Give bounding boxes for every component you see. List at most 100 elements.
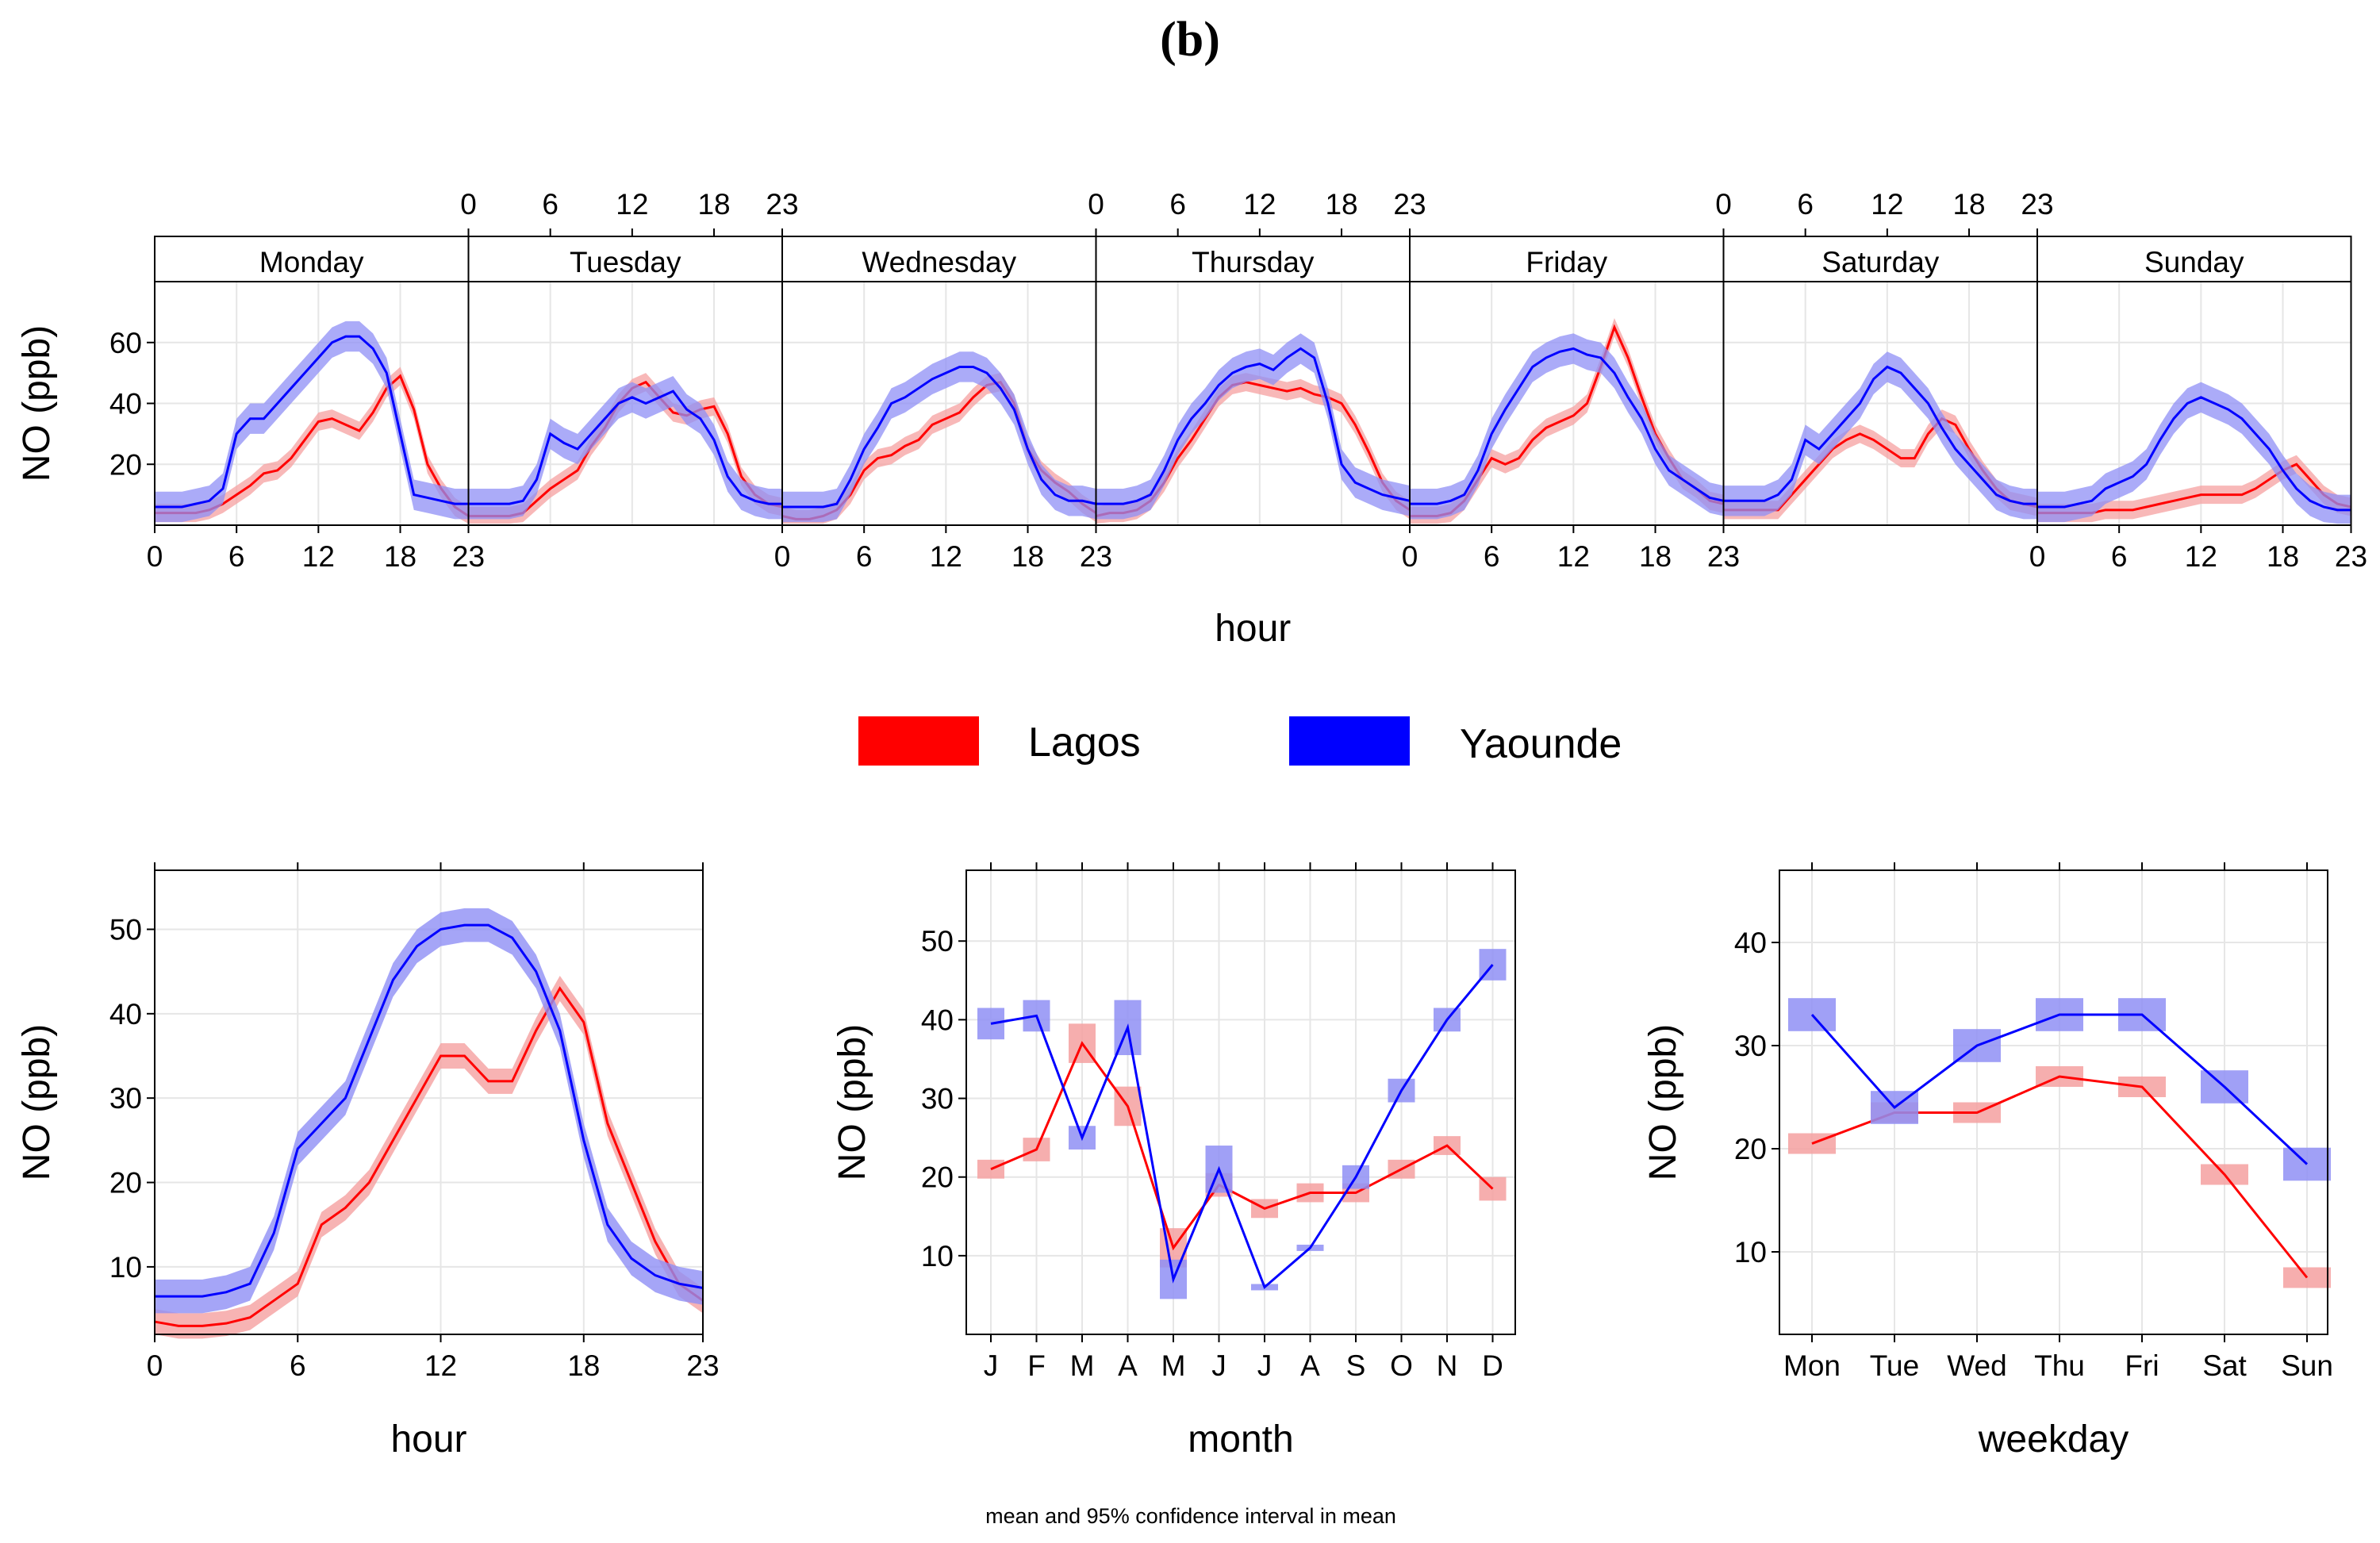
month-chart-xtick-label-a-7: A	[1300, 1349, 1320, 1382]
weekly-xtick-label: 18	[1325, 188, 1357, 221]
weekly-xtick-label: 0	[774, 540, 791, 573]
weekly-ytick-label: 20	[109, 448, 142, 481]
weekly-band-lagos-sunday	[2037, 455, 2351, 523]
weekly-xtick-label: 6	[1169, 188, 1186, 221]
weekly-xtick-label: 23	[452, 540, 485, 573]
weekly-strip	[2036, 236, 2352, 282]
weekday-chart-xtick-label-wed-2: Wed	[1947, 1349, 2006, 1382]
hour-ytick-label: 20	[109, 1167, 142, 1199]
figure-label: (b)	[1160, 13, 1220, 67]
month-chart-y-axis-label: NO (ppb)	[831, 1024, 873, 1180]
hour-ytick-label: 50	[109, 913, 142, 946]
weekly-ytick-label: 40	[109, 388, 142, 420]
weekly-line-yaounde-monday	[155, 335, 469, 509]
weekday-chart-xtick-label-sat-5: Sat	[2202, 1349, 2247, 1382]
month-chart-xtick-label-d-11: D	[1482, 1349, 1503, 1382]
weekly-band-yaounde-sunday	[2037, 382, 2351, 524]
month-chart-xtick-label-o-9: O	[1390, 1349, 1413, 1382]
month-chart-line-lagos	[990, 1041, 1494, 1251]
month-chart-xtick-label-m-2: M	[1070, 1349, 1095, 1382]
month-chart-xtick-label-j-6: J	[1257, 1349, 1273, 1382]
weekday-chart-xtick-label-tue-1: Tue	[1870, 1349, 1919, 1382]
weekly-xtick-label: 0	[460, 188, 477, 221]
weekday-chart: 10 20 30 40 Mon Tue Wed Thu Fri Sat Sun weekday NO (…	[1642, 862, 2333, 1460]
legend-swatch-yaounde	[1289, 716, 1410, 766]
weekly-band-yaounde-thursday	[1096, 333, 1410, 520]
weekly-xtick-label: 18	[1012, 540, 1044, 573]
weekly-xtick-label: 18	[384, 540, 416, 573]
month-chart-xtick-label-a-3: A	[1118, 1349, 1138, 1382]
weekly-xtick-label: 12	[1243, 188, 1276, 221]
weekly-xtick-label: 0	[1402, 540, 1418, 573]
weekly-line-yaounde-wednesday	[782, 365, 1096, 509]
weekly-strip-label-wednesday: Wednesday	[862, 246, 1016, 278]
hour-band-yaounde	[155, 908, 703, 1314]
weekly-line-yaounde-friday	[1410, 347, 1724, 505]
month-chart-xtick-label-m-4: M	[1161, 1349, 1186, 1382]
weekly-xtick-label: 18	[1952, 188, 1985, 221]
weekly-band-yaounde-monday	[155, 320, 469, 523]
weekly-line-yaounde-thursday	[1096, 347, 1411, 505]
weekly-ytick-label: 60	[109, 327, 142, 359]
weekly-xtick-label: 23	[2335, 540, 2367, 573]
weekly-strip	[467, 236, 783, 282]
weekly-xtick-label: 12	[1871, 188, 1903, 221]
legend-label-yaounde: Yaounde	[1460, 721, 1622, 767]
legend-label-lagos: Lagos	[1028, 720, 1141, 766]
weekly-xtick-label: 18	[1639, 540, 1672, 573]
month-chart-ytick-label: 40	[921, 1004, 954, 1036]
weekly-xtick-label: 18	[2267, 540, 2299, 573]
weekly-xtick-label: 6	[542, 188, 559, 221]
month-chart-ytick-label: 20	[921, 1161, 954, 1194]
month-chart-plot-frame	[965, 869, 1516, 1335]
weekday-chart-ytick-label: 10	[1734, 1236, 1767, 1269]
month-chart-x-axis-label: month	[1188, 1418, 1293, 1460]
month-chart-ytick-label: 50	[921, 925, 954, 958]
hour-ytick-label: 40	[109, 998, 142, 1031]
weekday-chart-line-yaounde	[1810, 1013, 2309, 1165]
weekly-x-axis-label: hour	[1215, 608, 1291, 650]
weekly-xtick-label: 0	[2029, 540, 2046, 573]
weekly-xtick-label: 12	[302, 540, 335, 573]
weekly-xtick-label: 0	[1715, 188, 1732, 221]
weekly-strip	[1095, 236, 1411, 282]
month-chart-xtick-label-n-10: N	[1437, 1349, 1458, 1382]
weekly-strip-label-thursday: Thursday	[1192, 246, 1315, 278]
hour-plot-frame	[154, 869, 704, 1335]
weekday-chart-ytick-label: 30	[1734, 1030, 1767, 1062]
hour-xtick-label: 12	[424, 1349, 457, 1382]
month-chart-xtick-label-j-0: J	[984, 1349, 999, 1382]
weekly-line-yaounde-sunday	[2037, 396, 2351, 512]
weekly-band-lagos-saturday	[1723, 409, 2037, 520]
month-chart-line-yaounde	[990, 964, 1494, 1290]
weekly-xtick-label: 23	[2021, 188, 2053, 221]
weekly-band-yaounde-wednesday	[782, 351, 1096, 523]
weekly-xtick-label: 23	[766, 188, 798, 221]
weekday-chart-xtick-label-sun-6: Sun	[2281, 1349, 2333, 1382]
weekday-chart-xtick-label-mon-0: Mon	[1783, 1349, 1841, 1382]
hour-ytick-label: 30	[109, 1082, 142, 1115]
weekly-xtick-label: 6	[1797, 188, 1814, 221]
weekly-band-yaounde-saturday	[1723, 351, 2037, 520]
hour-xtick-label: 18	[567, 1349, 600, 1382]
weekly-strip-label-friday: Friday	[1526, 246, 1607, 278]
hour-x-axis-label: hour	[390, 1418, 466, 1460]
hour-line-lagos	[154, 986, 704, 1327]
month-chart-ytick-label: 30	[921, 1083, 954, 1115]
weekday-chart-ytick-label: 20	[1734, 1133, 1767, 1165]
weekly-strip	[154, 236, 470, 282]
weekly-xtick-label: 0	[1088, 188, 1104, 221]
weekly-y-axis-label: NO (ppb)	[16, 325, 58, 482]
weekly-band-yaounde-friday	[1410, 333, 1724, 520]
hour-line-yaounde	[155, 923, 704, 1298]
weekly-strip-label-saturday: Saturday	[1821, 246, 1940, 278]
weekday-chart-y-axis-label: NO (ppb)	[1642, 1024, 1684, 1180]
weekly-xtick-label: 23	[1393, 188, 1426, 221]
weekly-strip-label-sunday: Sunday	[2144, 246, 2244, 278]
hour-xtick-label: 23	[686, 1349, 719, 1382]
weekly-xtick-label: 12	[1557, 540, 1590, 573]
weekly-plot-frame	[154, 281, 2352, 526]
